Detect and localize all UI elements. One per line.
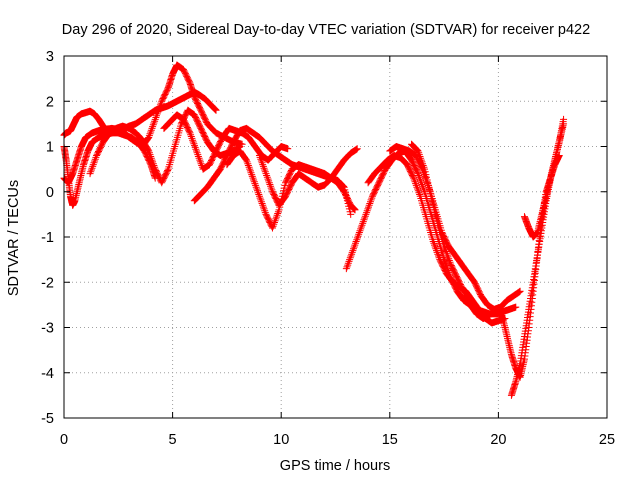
y-tick-label: -2 bbox=[41, 275, 54, 291]
y-tick-label: 3 bbox=[46, 49, 54, 65]
series-satellite-arc-8 bbox=[255, 145, 361, 209]
x-tick-label: 15 bbox=[382, 432, 398, 448]
x-tick-label: 0 bbox=[60, 432, 68, 448]
y-tick-label: -3 bbox=[41, 321, 54, 337]
y-axis-label: SDTVAR / TECUs bbox=[6, 180, 22, 296]
y-tick-label: -1 bbox=[41, 230, 54, 246]
data-point bbox=[355, 228, 363, 236]
x-axis-label: GPS time / hours bbox=[280, 458, 390, 474]
data-point bbox=[255, 192, 263, 200]
series-trace bbox=[256, 145, 361, 208]
series-satellite-arc-15 bbox=[520, 120, 568, 241]
data-point bbox=[192, 147, 200, 155]
series-trace bbox=[521, 122, 567, 240]
y-tick-label: -4 bbox=[41, 366, 54, 382]
chart-title: Day 296 of 2020, Sidereal Day-to-day VTE… bbox=[62, 22, 590, 38]
series-trace bbox=[224, 148, 359, 231]
y-tick-label: 0 bbox=[46, 185, 54, 201]
y-tick-label: -5 bbox=[41, 411, 54, 427]
data-point bbox=[249, 174, 257, 182]
series-satellite-arc-5 bbox=[160, 111, 292, 173]
x-tick-label: 20 bbox=[490, 432, 506, 448]
series-trace bbox=[87, 107, 243, 185]
series-satellite-arc-12 bbox=[408, 140, 494, 322]
data-point bbox=[362, 210, 370, 218]
data-point bbox=[342, 265, 350, 273]
x-tick-label: 10 bbox=[273, 432, 289, 448]
y-tick-label: 2 bbox=[46, 94, 54, 110]
data-point bbox=[349, 247, 357, 255]
x-tick-label: 25 bbox=[599, 432, 615, 448]
series-satellite-arc-7 bbox=[223, 147, 359, 232]
grid-layer bbox=[64, 56, 607, 418]
y-tick-label: 1 bbox=[46, 140, 54, 156]
series-trace bbox=[408, 141, 493, 322]
x-tick-label: 5 bbox=[169, 432, 177, 448]
series-satellite-arc-11 bbox=[386, 143, 524, 313]
axis-layer: 0 5 10 15 20 25 -5 -4 -3 -2 -1 0 1 2 3 bbox=[41, 49, 615, 448]
data-layer bbox=[60, 61, 568, 399]
